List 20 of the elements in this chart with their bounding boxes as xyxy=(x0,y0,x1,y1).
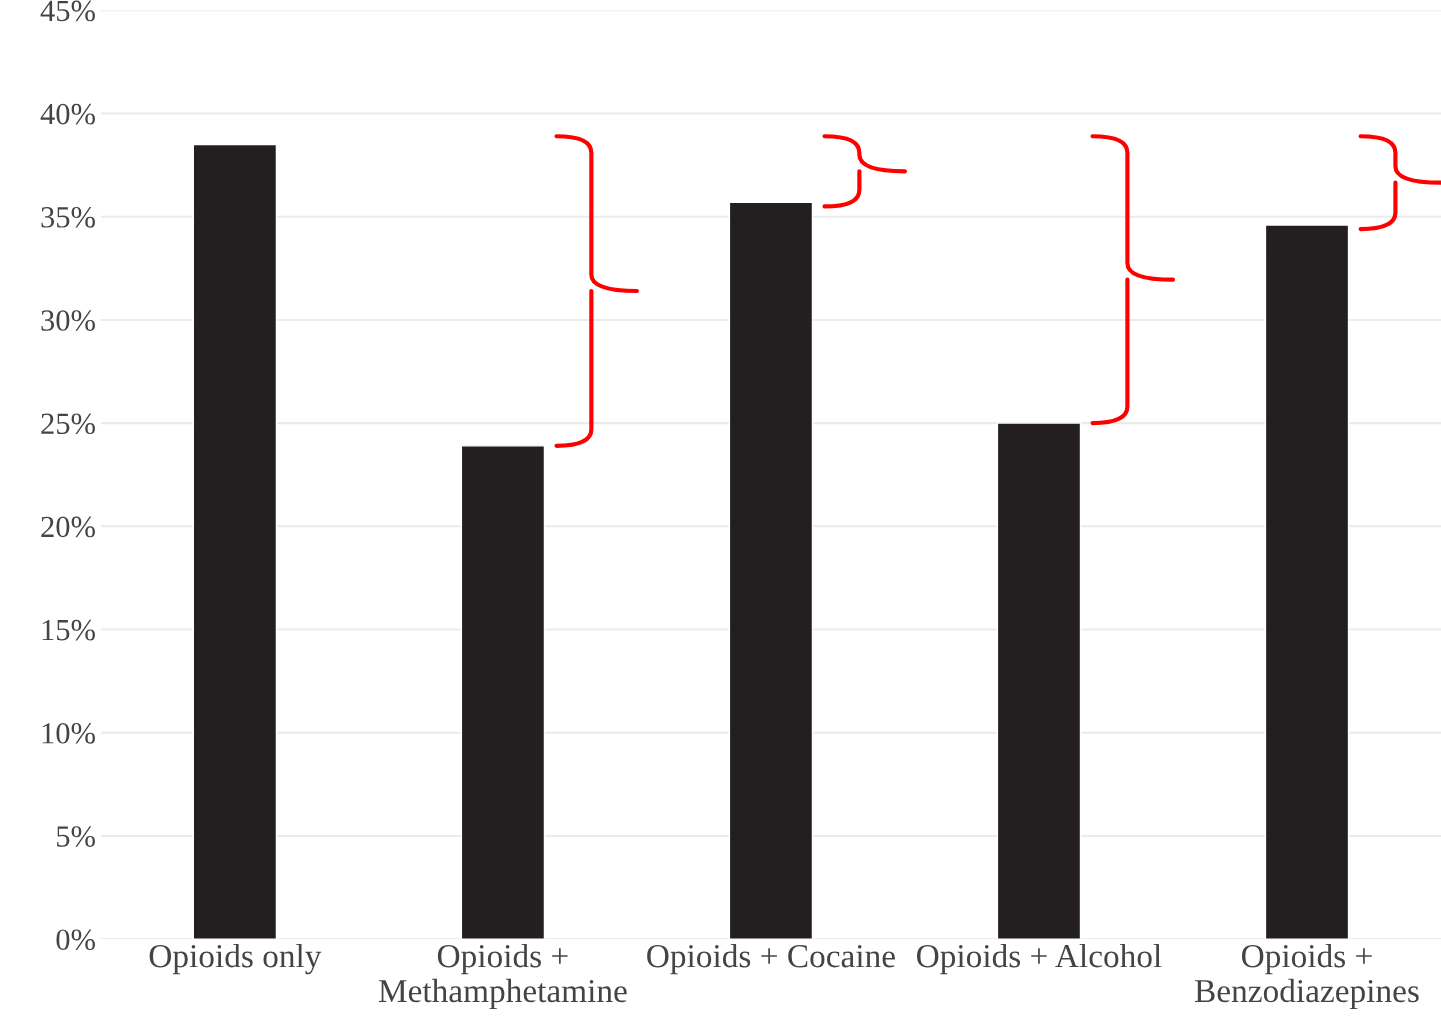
bar xyxy=(996,422,1082,940)
x-tick-label: Opioids + Alcohol xyxy=(917,943,1162,975)
y-tick-label: 25% xyxy=(41,413,95,435)
bar xyxy=(1264,224,1350,940)
y-tick-label: 20% xyxy=(41,516,95,538)
y-tick-label: 15% xyxy=(42,619,95,641)
bar xyxy=(460,445,546,940)
y-tick-label: 30% xyxy=(41,310,95,331)
y-tick-label: 40% xyxy=(40,103,95,125)
x-tick-label: Opioids only xyxy=(149,943,322,975)
x-tick-label: Opioids + Methamphetamine xyxy=(378,943,627,1010)
y-tick-label: 5% xyxy=(57,826,95,847)
x-tick-label: Opioids + Benzodiazepines xyxy=(1195,943,1419,1010)
y-tick-label: 0% xyxy=(56,929,95,951)
y-tick-label: 10% xyxy=(42,723,95,744)
x-tick-label: Opioids + Cocaine xyxy=(647,943,895,975)
y-tick-label: 35% xyxy=(41,207,95,228)
bar xyxy=(728,201,814,940)
bar xyxy=(192,143,278,940)
y-tick-label: 45% xyxy=(40,0,95,22)
